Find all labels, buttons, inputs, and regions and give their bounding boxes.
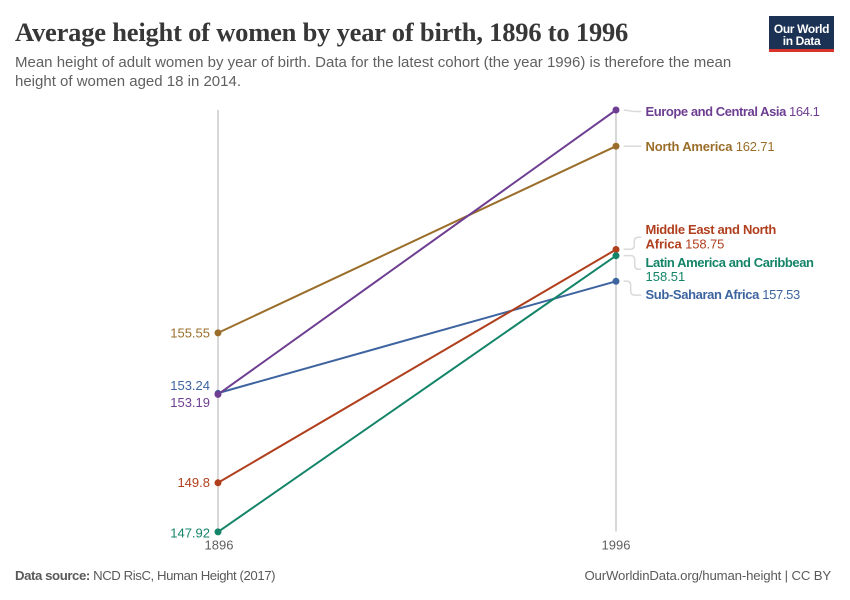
svg-text:153.19: 153.19 (170, 395, 210, 410)
svg-text:Sub-Saharan Africa 157.53: Sub-Saharan Africa 157.53 (646, 287, 800, 302)
svg-text:158.51: 158.51 (646, 269, 686, 284)
svg-text:Africa 158.75: Africa 158.75 (646, 237, 725, 252)
svg-text:Europe and Central Asia 164.1: Europe and Central Asia 164.1 (646, 104, 820, 119)
svg-text:155.55: 155.55 (170, 326, 210, 341)
svg-text:1996: 1996 (602, 537, 631, 552)
svg-text:North America 162.71: North America 162.71 (646, 139, 775, 154)
svg-text:149.8: 149.8 (177, 475, 210, 490)
svg-text:147.92: 147.92 (170, 526, 210, 541)
svg-text:153.24: 153.24 (170, 378, 210, 393)
svg-text:1896: 1896 (205, 537, 234, 552)
svg-text:Latin America and Caribbean: Latin America and Caribbean (646, 255, 815, 270)
svg-text:Middle East and North: Middle East and North (646, 222, 777, 237)
